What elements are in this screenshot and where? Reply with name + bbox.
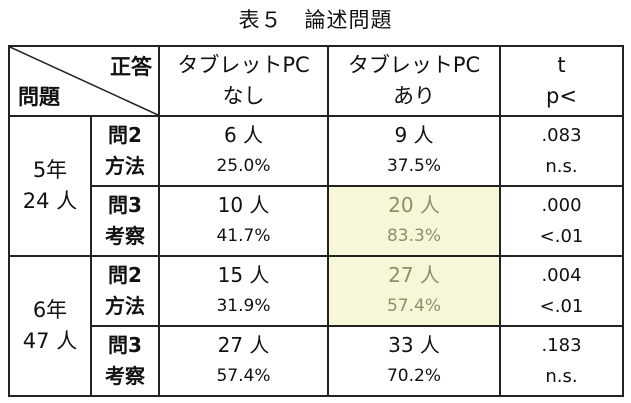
no-tablet-cell: 15 人 31.9%	[158, 255, 329, 327]
question-cell: 問3 考察	[90, 185, 160, 257]
grade-count: 24 人	[22, 189, 78, 213]
grade-cell-6: 6年 47 人	[8, 255, 92, 397]
tablet-cell-highlighted: 27 人 57.4%	[327, 255, 501, 327]
question-type: 考察	[105, 224, 145, 248]
count-value: 27 人	[388, 263, 440, 287]
header-no-tablet-line2: なし	[222, 84, 265, 108]
header-tablet: タブレットPC あり	[327, 45, 501, 117]
question-cell: 問2 方法	[90, 115, 160, 187]
count-value: 33 人	[388, 333, 440, 357]
diagonal-line	[10, 47, 158, 115]
question-cell: 問3 考察	[90, 325, 160, 397]
tablet-cell-highlighted: 20 人 83.3%	[327, 185, 501, 257]
no-tablet-cell: 27 人 57.4%	[158, 325, 329, 397]
no-tablet-cell: 10 人 41.7%	[158, 185, 329, 257]
t-test-cell: .183 n.s.	[499, 325, 624, 397]
count-value: 6 人	[223, 123, 264, 147]
table-row: 問3 考察 27 人 57.4% 33 人 70.2% .183 n.s.	[9, 325, 624, 397]
table-title: 表５ 論述問題	[238, 8, 393, 32]
t-test-cell: .004 <.01	[499, 255, 624, 327]
header-no-tablet: タブレットPC なし	[158, 45, 329, 117]
p-value: n.s.	[545, 366, 578, 387]
corner-label-answer: 正答	[110, 55, 152, 79]
table-row: 6年 47 人 問2 方法 15 人 31.9% 27 人 57.4% .004…	[8, 255, 624, 397]
percent-value: 25.0%	[216, 156, 271, 176]
table-row: 5年 24 人 問2 方法 6 人 25.0% 9 人 37.5% .083 n…	[8, 115, 624, 257]
count-value: 20 人	[388, 193, 440, 217]
header-t-line1: t	[557, 53, 566, 77]
percent-value: 83.3%	[386, 226, 441, 246]
question-cell: 問2 方法	[90, 255, 160, 327]
question-number: 問2	[108, 263, 142, 287]
p-value: <.01	[539, 226, 584, 247]
percent-value: 70.2%	[386, 366, 441, 386]
header-tablet-line2: あり	[393, 84, 435, 108]
grade-label: 6年	[32, 298, 68, 322]
t-value: .183	[541, 335, 582, 356]
no-tablet-cell: 6 人 25.0%	[158, 115, 329, 187]
question-number: 問3	[108, 333, 142, 357]
question-type: 考察	[105, 364, 145, 388]
t-test-cell: .000 <.01	[499, 185, 624, 257]
t-value: .004	[541, 265, 582, 286]
percent-value: 31.9%	[216, 296, 271, 316]
t-value: .083	[541, 125, 582, 146]
header-row: 正答 問題 タブレットPC なし タブレットPC あり t p<	[8, 45, 624, 117]
t-test-cell: .083 n.s.	[499, 115, 624, 187]
question-number: 問2	[108, 123, 142, 147]
percent-value: 57.4%	[216, 366, 271, 386]
tablet-cell: 33 人 70.2%	[327, 325, 501, 397]
question-number: 問3	[108, 193, 142, 217]
percent-value: 37.5%	[386, 156, 441, 176]
header-t-line2: p<	[546, 84, 577, 108]
percent-value: 57.4%	[386, 296, 441, 316]
p-value: <.01	[539, 296, 584, 317]
corner-label-question: 問題	[18, 85, 60, 109]
percent-value: 41.7%	[216, 226, 271, 246]
table-row: 問3 考察 10 人 41.7% 20 人 83.3% .000 <.01	[9, 185, 624, 257]
count-value: 9 人	[394, 123, 434, 147]
results-table: 正答 問題 タブレットPC なし タブレットPC あり t p< 5年 24 人…	[8, 45, 624, 397]
corner-header-cell: 正答 問題	[8, 45, 160, 117]
header-t-test: t p<	[499, 45, 624, 117]
t-value: .000	[541, 195, 582, 216]
p-value: n.s.	[545, 156, 578, 177]
header-tablet-line1: タブレットPC	[347, 53, 481, 77]
count-value: 10 人	[217, 193, 270, 217]
grade-cell-5: 5年 24 人	[8, 115, 92, 257]
grade-label: 5年	[32, 158, 68, 182]
count-value: 27 人	[217, 333, 270, 357]
tablet-cell: 9 人 37.5%	[327, 115, 501, 187]
header-no-tablet-line1: タブレットPC	[177, 53, 310, 77]
count-value: 15 人	[217, 263, 270, 287]
question-type: 方法	[105, 294, 145, 318]
grade-count: 47 人	[22, 329, 78, 353]
question-type: 方法	[105, 154, 145, 178]
